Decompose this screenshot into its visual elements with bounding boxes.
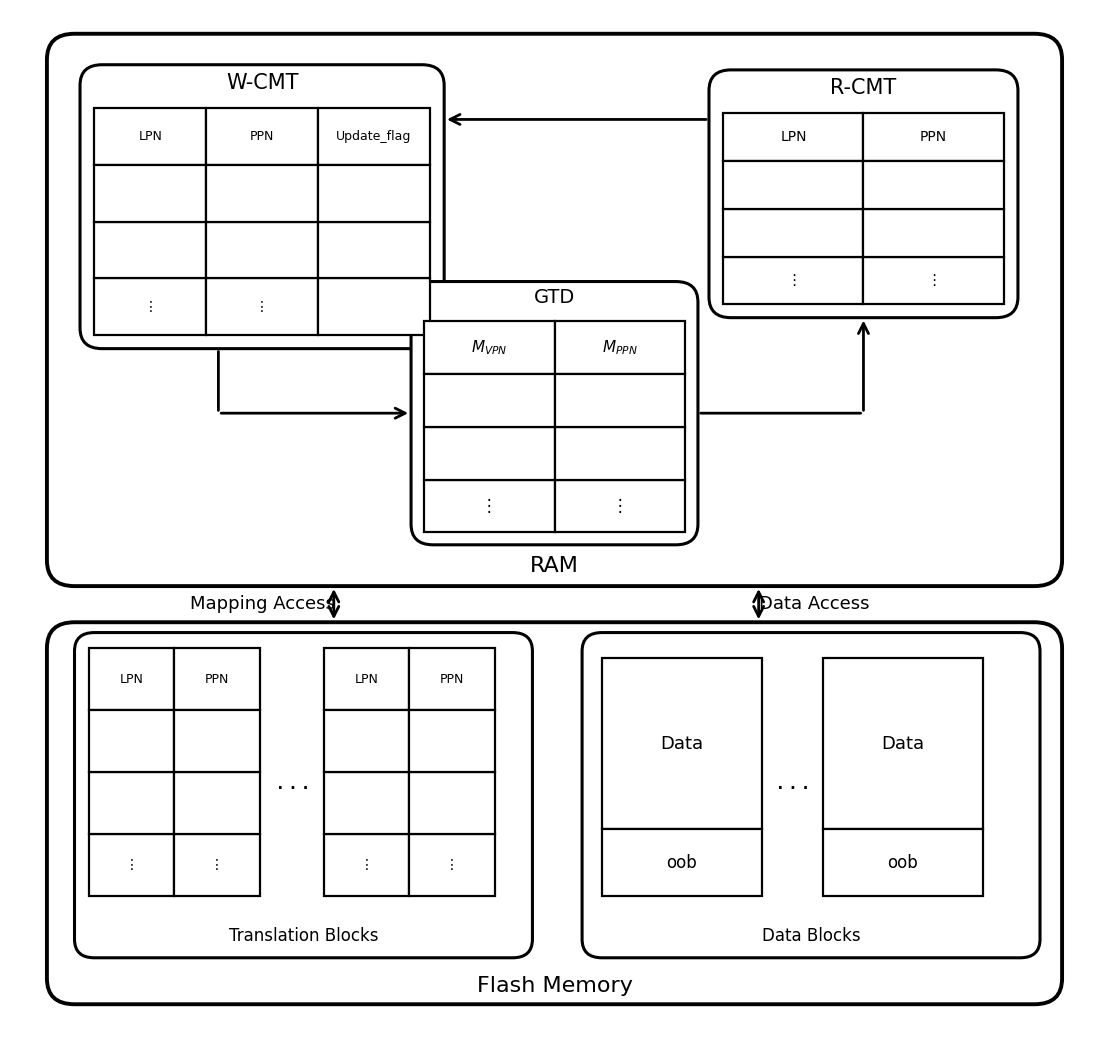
Bar: [318, 108, 430, 165]
Bar: [602, 829, 762, 896]
Text: $M_{PPN}$: $M_{PPN}$: [602, 338, 638, 357]
Text: $M_{VPN}$: $M_{VPN}$: [471, 338, 508, 357]
Bar: [324, 648, 409, 710]
Text: ⋮: ⋮: [143, 300, 157, 313]
Bar: [554, 480, 684, 532]
FancyBboxPatch shape: [582, 632, 1040, 958]
Text: LPN: LPN: [355, 673, 378, 685]
Bar: [89, 710, 174, 772]
Text: PPN: PPN: [920, 130, 947, 144]
Bar: [823, 658, 983, 829]
Bar: [94, 222, 206, 278]
Text: oob: oob: [667, 853, 698, 872]
Bar: [318, 222, 430, 278]
Bar: [723, 256, 864, 304]
Bar: [206, 222, 318, 278]
Text: ⋮: ⋮: [786, 273, 801, 288]
Text: Data Access: Data Access: [759, 595, 869, 612]
Bar: [409, 834, 495, 896]
Text: Update_flag: Update_flag: [336, 130, 411, 143]
Bar: [425, 321, 554, 374]
Bar: [602, 658, 762, 829]
Bar: [324, 834, 409, 896]
Bar: [94, 165, 206, 222]
Text: ···: ···: [774, 778, 812, 798]
Bar: [864, 113, 1004, 161]
Text: LPN: LPN: [780, 130, 806, 144]
Bar: [174, 710, 260, 772]
Bar: [89, 772, 174, 834]
FancyBboxPatch shape: [80, 64, 445, 349]
Bar: [409, 648, 495, 710]
Bar: [318, 165, 430, 222]
Text: ⋮: ⋮: [611, 497, 628, 515]
Bar: [94, 108, 206, 165]
Bar: [89, 834, 174, 896]
Text: Data: Data: [660, 735, 703, 753]
Bar: [174, 772, 260, 834]
Bar: [206, 108, 318, 165]
Bar: [324, 710, 409, 772]
Bar: [324, 772, 409, 834]
Text: ⋮: ⋮: [255, 300, 269, 313]
Bar: [206, 165, 318, 222]
FancyBboxPatch shape: [47, 622, 1062, 1004]
FancyBboxPatch shape: [47, 34, 1062, 586]
Bar: [864, 256, 1004, 304]
Text: Data: Data: [881, 735, 924, 753]
Text: R-CMT: R-CMT: [831, 78, 896, 99]
Bar: [425, 427, 554, 480]
Bar: [554, 427, 684, 480]
FancyBboxPatch shape: [74, 632, 532, 958]
Bar: [174, 648, 260, 710]
Text: Mapping Access: Mapping Access: [190, 595, 335, 612]
FancyBboxPatch shape: [411, 281, 698, 545]
Text: PPN: PPN: [205, 673, 230, 685]
Bar: [823, 829, 983, 896]
Text: LPN: LPN: [139, 130, 162, 143]
Text: ⋮: ⋮: [481, 497, 498, 515]
Bar: [206, 278, 318, 335]
Bar: [409, 710, 495, 772]
Bar: [723, 113, 864, 161]
Bar: [723, 209, 864, 256]
Bar: [425, 374, 554, 427]
FancyBboxPatch shape: [709, 70, 1018, 318]
Bar: [425, 480, 554, 532]
Bar: [174, 834, 260, 896]
Text: ···: ···: [274, 778, 312, 798]
Text: ⋮: ⋮: [359, 857, 374, 872]
Text: Flash Memory: Flash Memory: [477, 976, 632, 996]
Bar: [554, 374, 684, 427]
Text: ⋮: ⋮: [926, 273, 942, 288]
Text: GTD: GTD: [533, 288, 576, 307]
Text: PPN: PPN: [250, 130, 274, 143]
Bar: [554, 321, 684, 374]
Text: PPN: PPN: [440, 673, 465, 685]
Bar: [318, 278, 430, 335]
Text: ⋮: ⋮: [211, 857, 224, 872]
Bar: [89, 648, 174, 710]
Text: LPN: LPN: [120, 673, 143, 685]
Bar: [864, 161, 1004, 209]
Text: oob: oob: [887, 853, 918, 872]
Bar: [94, 278, 206, 335]
Text: W-CMT: W-CMT: [226, 73, 298, 93]
Text: RAM: RAM: [530, 555, 579, 576]
Bar: [864, 209, 1004, 256]
Bar: [409, 772, 495, 834]
Text: ⋮: ⋮: [445, 857, 459, 872]
Text: Data Blocks: Data Blocks: [762, 927, 861, 946]
Text: ⋮: ⋮: [124, 857, 139, 872]
Text: Translation Blocks: Translation Blocks: [228, 927, 378, 946]
Bar: [723, 161, 864, 209]
